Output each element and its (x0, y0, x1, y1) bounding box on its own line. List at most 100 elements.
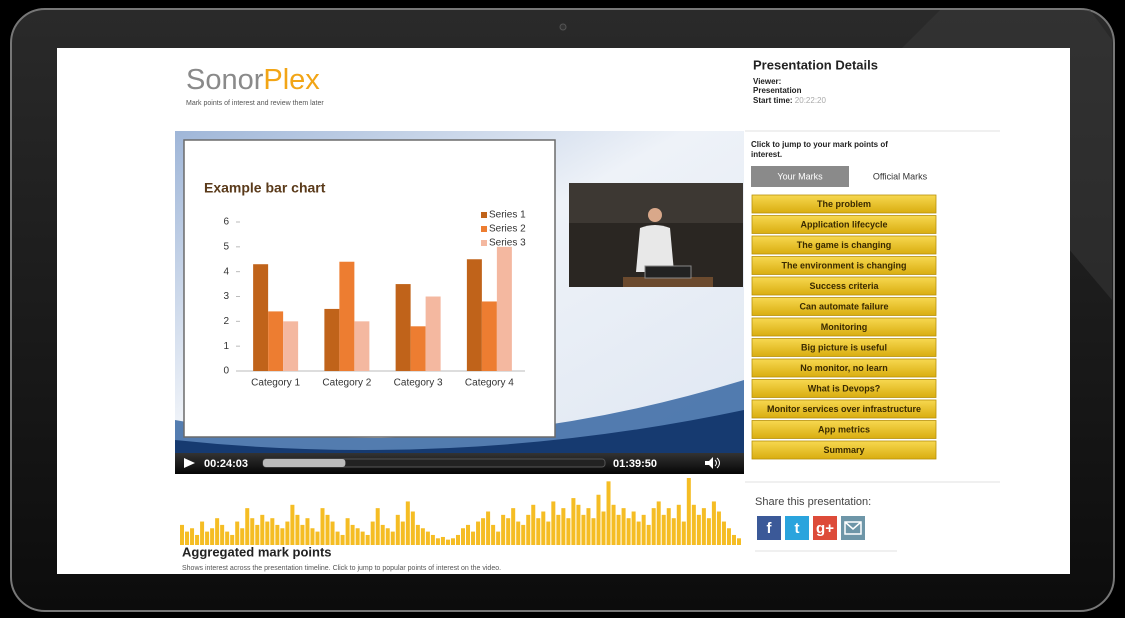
aggregate-bar[interactable] (526, 514, 531, 545)
aggregate-bar[interactable] (496, 531, 501, 545)
aggregate-bar[interactable] (405, 501, 410, 545)
aggregate-bar[interactable] (260, 514, 265, 545)
aggregate-bar[interactable] (455, 534, 460, 545)
tab[interactable]: Your Marks (777, 171, 823, 181)
mark-button[interactable] (751, 358, 937, 378)
aggregate-bar[interactable] (365, 534, 370, 545)
aggregate-bar[interactable] (225, 531, 230, 545)
mark-label[interactable]: Monitoring (821, 322, 868, 332)
mark-label[interactable]: No monitor, no learn (800, 363, 888, 373)
aggregate-bar[interactable] (471, 531, 476, 545)
aggregate-bar[interactable] (541, 511, 546, 546)
aggregate-bar[interactable] (265, 521, 270, 545)
mark-button[interactable] (751, 256, 937, 275)
aggregate-bar[interactable] (671, 518, 676, 545)
aggregate-bar[interactable] (521, 524, 526, 545)
aggregate-bar[interactable] (531, 504, 536, 545)
aggregate-bar[interactable] (691, 504, 696, 545)
aggregate-bar[interactable] (726, 528, 731, 545)
aggregate-bar[interactable] (325, 514, 330, 545)
aggregate-bar[interactable] (270, 518, 275, 545)
aggregate-bar[interactable] (586, 508, 591, 545)
aggregate-bar[interactable] (230, 534, 235, 545)
mark-button[interactable] (751, 317, 937, 337)
aggregate-bar[interactable] (721, 521, 726, 545)
aggregate-bar[interactable] (611, 504, 616, 545)
aggregate-bar[interactable] (375, 508, 380, 545)
aggregate-bar[interactable] (591, 518, 596, 545)
aggregate-bar[interactable] (561, 508, 566, 545)
aggregate-bar[interactable] (641, 514, 646, 545)
aggregate-bar[interactable] (716, 511, 721, 546)
aggregate-bar[interactable] (420, 528, 425, 545)
aggregate-bar[interactable] (440, 536, 445, 545)
share-icon[interactable] (757, 516, 781, 540)
aggregate-bar[interactable] (606, 481, 611, 545)
mark-button[interactable] (751, 399, 937, 419)
aggregate-bar[interactable] (706, 518, 711, 545)
mark-label[interactable]: Application lifecycle (800, 219, 887, 229)
aggregate-bar[interactable] (250, 518, 255, 545)
aggregate-bar[interactable] (476, 521, 481, 545)
mark-label[interactable]: Can automate failure (799, 301, 888, 311)
share-mail[interactable] (841, 516, 865, 540)
share-icon[interactable] (785, 516, 809, 540)
aggregate-bar[interactable] (581, 514, 586, 545)
mark-label[interactable]: Summary (823, 445, 864, 455)
tab-active[interactable] (751, 166, 849, 187)
aggregate-bar[interactable] (481, 518, 486, 545)
aggregate-bar[interactable] (661, 514, 666, 545)
aggregate-bar[interactable] (731, 534, 736, 545)
aggregate-bar[interactable] (290, 504, 295, 545)
tab[interactable]: Official Marks (873, 171, 928, 181)
aggregate-bar[interactable] (210, 528, 215, 545)
aggregate-bar[interactable] (516, 521, 521, 545)
aggregate-bar[interactable] (486, 511, 491, 546)
aggregate-bar[interactable] (180, 524, 185, 545)
aggregate-bar[interactable] (556, 514, 561, 545)
aggregate-bar[interactable] (461, 528, 466, 545)
aggregate-bar[interactable] (501, 514, 506, 545)
aggregate-bar[interactable] (345, 518, 350, 545)
mark-label[interactable]: Success criteria (809, 281, 879, 291)
mark-button[interactable] (751, 338, 937, 357)
aggregate-bar[interactable] (626, 518, 631, 545)
mark-button[interactable] (751, 420, 937, 439)
aggregate-bar[interactable] (275, 524, 280, 545)
mark-label[interactable]: The problem (817, 199, 871, 209)
aggregate-bar[interactable] (681, 521, 686, 545)
aggregate-bar[interactable] (235, 521, 240, 545)
aggregate-bar[interactable] (255, 524, 260, 545)
aggregate-bar[interactable] (380, 524, 385, 545)
aggregate-bar[interactable] (711, 501, 716, 545)
aggregate-bar[interactable] (335, 531, 340, 545)
aggregate-bar[interactable] (656, 501, 661, 545)
aggregate-bar[interactable] (616, 514, 621, 545)
volume-button[interactable] (705, 457, 720, 469)
aggregate-bar[interactable] (360, 531, 365, 545)
aggregate-bar[interactable] (190, 528, 195, 545)
aggregate-bar[interactable] (666, 508, 671, 545)
aggregate-bar[interactable] (621, 508, 626, 545)
aggregate-bar[interactable] (601, 511, 606, 546)
mark-label[interactable]: The game is changing (797, 240, 892, 250)
aggregate-bar[interactable] (571, 498, 576, 545)
mark-button[interactable] (751, 215, 937, 234)
aggregate-bar[interactable] (636, 521, 641, 545)
play-button[interactable] (184, 458, 195, 468)
aggregate-bar[interactable] (566, 518, 571, 545)
aggregate-bar[interactable] (400, 521, 405, 545)
aggregate-bar[interactable] (280, 528, 285, 545)
aggregate-bar[interactable] (435, 538, 440, 545)
mark-button[interactable] (751, 235, 937, 255)
aggregate-bar[interactable] (696, 514, 701, 545)
aggregate-bar[interactable] (370, 521, 375, 545)
aggregate-bar[interactable] (511, 508, 516, 545)
aggregate-bar[interactable] (195, 534, 200, 545)
aggregate-bar[interactable] (285, 521, 290, 545)
mark-label[interactable]: Big picture is useful (801, 342, 887, 352)
aggregate-bar[interactable] (701, 508, 706, 545)
aggregate-bar[interactable] (240, 528, 245, 545)
aggregate-bar[interactable] (340, 534, 345, 545)
aggregate-bar[interactable] (546, 521, 551, 545)
